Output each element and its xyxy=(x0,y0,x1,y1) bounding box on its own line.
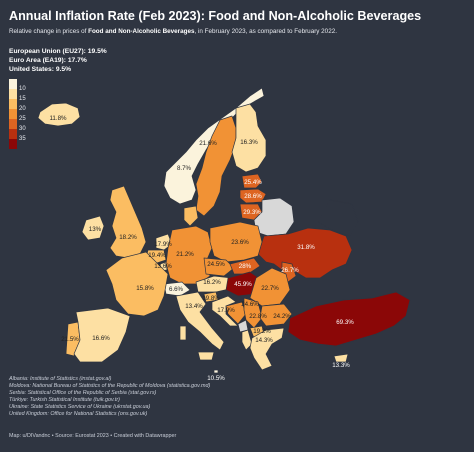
country-iceland[interactable] xyxy=(37,102,81,127)
label-slovakia: 28% xyxy=(239,263,252,270)
country-italy-sardinia[interactable] xyxy=(179,325,187,341)
country-greece[interactable] xyxy=(249,327,285,371)
label-belgium: 19.4% xyxy=(148,252,166,259)
map-value-labels: 11.8% 8.7% 21.6% 16.3% 25.4% 28.6% 29.3%… xyxy=(49,115,354,382)
legend-tick-30: 30 xyxy=(19,126,26,132)
legend-tick-35: 35 xyxy=(19,136,26,142)
legend-swatch-1 xyxy=(9,89,17,99)
country-croatia[interactable] xyxy=(211,295,239,327)
credit-serbia: Serbia: Statistical Office of the Republ… xyxy=(9,390,157,396)
label-norway: 8.7% xyxy=(177,165,192,172)
country-albania[interactable] xyxy=(241,329,253,351)
country-ukraine[interactable] xyxy=(257,227,353,279)
country-romania[interactable] xyxy=(249,267,291,307)
legend-swatch-0 xyxy=(9,79,17,89)
country-bulgaria[interactable] xyxy=(259,303,293,327)
subtitle-text-start: Relative change in prices of xyxy=(9,28,89,35)
country-turkey[interactable] xyxy=(287,291,411,347)
label-turkey: 69.3% xyxy=(336,319,354,326)
label-portugal: 21.5% xyxy=(61,336,79,343)
label-latvia: 28.6% xyxy=(244,193,262,200)
legend-swatch-4 xyxy=(9,119,17,129)
legend-swatch-3 xyxy=(9,109,17,119)
chart-footer: Map: u/DIVandnc • Source: Eurostat 2023 … xyxy=(9,433,177,439)
legend-tick-20: 20 xyxy=(19,106,26,112)
credit-ukraine: Ukraine: State Statistics Service of Ukr… xyxy=(9,404,151,410)
subtitle-text-end: , in February 2023, as compared to Febru… xyxy=(194,28,337,35)
data-source-credits: Albania: Institute of Statistics (instat… xyxy=(9,376,210,418)
country-ireland[interactable] xyxy=(81,215,105,241)
legend-swatch-2 xyxy=(9,99,17,109)
stat-eu27: European Union (EU27): 19.5% xyxy=(9,48,107,55)
label-luxembourg: 13.6% xyxy=(154,263,172,270)
country-cyprus[interactable] xyxy=(333,353,349,363)
country-malta[interactable] xyxy=(213,369,219,374)
country-estonia[interactable] xyxy=(241,173,263,189)
stat-united-states: United States: 9.5% xyxy=(9,66,72,73)
label-greece: 14.3% xyxy=(255,337,273,344)
credit-moldova: Moldova: National Bureau of Statistics o… xyxy=(9,383,211,389)
legend-swatch-5 xyxy=(9,129,17,139)
label-germany: 21.2% xyxy=(176,251,194,258)
legend-tick-15: 15 xyxy=(19,96,26,102)
label-north-macedonia: 19.2% xyxy=(253,328,271,335)
label-moldova: 26.7% xyxy=(281,267,299,274)
country-czechia[interactable] xyxy=(203,257,235,277)
label-bulgaria: 24.2% xyxy=(273,313,291,320)
label-estonia: 25.4% xyxy=(244,179,262,186)
subtitle-emphasis: Food and Non-Alcoholic Beverages xyxy=(88,28,195,35)
label-ireland: 13% xyxy=(89,226,102,233)
label-malta: 10.5% xyxy=(207,375,225,382)
country-spain[interactable] xyxy=(73,307,131,363)
label-serbia: 22.8% xyxy=(249,313,267,320)
label-uk: 18.2% xyxy=(119,234,137,241)
label-slovenia: 19.8% xyxy=(202,295,220,302)
label-finland: 16.3% xyxy=(240,139,258,146)
stat-euro-area: Euro Area (EA19): 17.7% xyxy=(9,57,87,64)
country-italy-sicily[interactable] xyxy=(197,351,215,361)
country-denmark[interactable] xyxy=(183,205,199,227)
label-france: 15.8% xyxy=(136,285,154,292)
country-belarus[interactable] xyxy=(253,197,295,237)
legend-tick-10: 10 xyxy=(19,86,26,92)
label-netherlands: 17.9% xyxy=(154,241,172,248)
label-italy: 13.4% xyxy=(185,303,203,310)
summary-stats: European Union (EU27): 19.5% Euro Area (… xyxy=(9,47,107,74)
label-poland: 23.6% xyxy=(231,239,249,246)
country-uk[interactable] xyxy=(109,185,147,259)
label-switzerland: 6.6% xyxy=(169,286,184,293)
country-france[interactable] xyxy=(105,251,169,317)
label-romania: 22.7% xyxy=(261,285,279,292)
country-bosnia[interactable] xyxy=(225,301,247,325)
label-spain: 16.6% xyxy=(92,335,110,342)
label-hungary: 45.9% xyxy=(234,281,252,288)
country-sweden[interactable] xyxy=(195,115,237,217)
label-bosnia: 24.6% xyxy=(241,301,259,308)
country-poland[interactable] xyxy=(209,221,263,263)
label-sweden: 21.6% xyxy=(199,140,217,147)
country-russia-west[interactable] xyxy=(317,199,359,237)
label-czechia: 24.5% xyxy=(207,261,225,268)
legend-swatch-6 xyxy=(9,139,17,149)
legend-tick-25: 25 xyxy=(19,116,26,122)
label-iceland: 11.8% xyxy=(49,115,67,122)
label-austria: 16.2% xyxy=(203,279,221,286)
country-switzerland[interactable] xyxy=(163,281,191,297)
label-croatia: 17.9% xyxy=(217,307,235,314)
chart-subtitle: Relative change in prices of Food and No… xyxy=(9,28,337,35)
credit-albania: Albania: Institute of Statistics (instat… xyxy=(9,376,112,382)
credit-united-kingdom: United Kingdom: Office for National Stat… xyxy=(9,411,148,417)
label-lithuania: 29.3% xyxy=(243,209,261,216)
country-slovakia[interactable] xyxy=(229,257,261,275)
credit-turkiye: Türkiye: Turkish Statistical Institute (… xyxy=(9,397,120,403)
chart-title: Annual Inflation Rate (Feb 2023): Food a… xyxy=(9,9,422,23)
label-cyprus: 13.3% xyxy=(332,362,350,369)
label-ukraine: 31.8% xyxy=(297,244,315,251)
country-finland[interactable] xyxy=(231,103,267,173)
country-italy[interactable] xyxy=(175,291,225,351)
